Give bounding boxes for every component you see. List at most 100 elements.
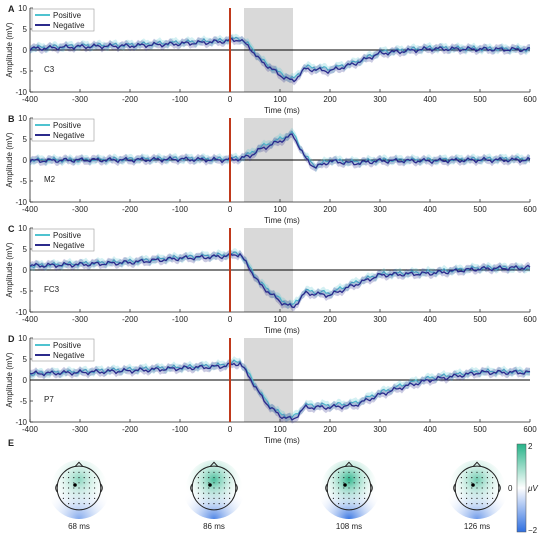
colorbar-min: −2 [528,526,538,535]
electrode [68,482,70,484]
x-tick-label: 500 [473,205,487,214]
electrode [471,471,473,473]
electrode [94,482,96,484]
electrode [466,482,468,484]
electrode [358,492,360,494]
panel-b: -10 -5 0 5 10 -400 -300 -200 -100 0 100 200 300 400 50… [5,114,537,225]
electrode [223,497,225,499]
panel-d: -10 -5 0 5 10 -400 -300 -200 -100 0 100 200 300 400 50… [5,334,537,445]
panel-letter: B [8,114,15,124]
nose [472,461,482,468]
topomap-time-label: 126 ms [464,522,490,531]
y-axis-label: Amplitude (mV) [5,132,14,187]
electrode [481,497,483,499]
electrode [492,477,494,479]
electrode [471,492,473,494]
electrode [338,471,340,473]
electrode [203,492,205,494]
x-tick-label: -300 [72,95,89,104]
electrode [213,497,215,499]
electrode [229,497,231,499]
electrode [73,477,75,479]
x-tick-label: 500 [473,95,487,104]
electrode [348,477,350,479]
electrode [218,497,220,499]
y-axis-label: Amplitude (mV) [5,242,14,297]
x-tick-label: 300 [373,95,387,104]
x-tick-label: 400 [423,425,437,434]
electrode [486,503,488,505]
legend-label: Positive [53,11,82,20]
x-tick-label: -100 [172,425,189,434]
left-ear [190,483,193,493]
series-line-negative [29,133,531,169]
left-ear [453,483,456,493]
y-tick-label: -5 [20,287,28,296]
electrode [203,477,205,479]
electrode [471,503,473,505]
electrode [466,471,468,473]
topomap [318,457,380,519]
electrode [218,477,220,479]
electrode [358,503,360,505]
y-tick-label: 10 [18,224,27,233]
colorbar-mid: 0 [508,484,513,493]
electrode [83,471,85,473]
electrode [218,482,220,484]
electrode [88,497,90,499]
series-band-positive [30,356,530,422]
legend-label: Negative [53,21,85,30]
electrode [83,492,85,494]
y-tick-label: -10 [15,88,27,97]
electrode [466,487,468,489]
electrode [460,487,462,489]
electrode [348,492,350,494]
electrode [73,497,75,499]
y-tick-label: -10 [15,308,27,317]
x-tick-label: -200 [122,205,139,214]
head-outline [454,465,500,511]
x-tick-label: -100 [172,95,189,104]
x-tick-label: -300 [72,315,89,324]
y-axis-label: Amplitude (mV) [5,352,14,407]
x-axis-label: Time (ms) [264,106,300,115]
electrode [213,477,215,479]
electrode [68,503,70,505]
panel-e: E 68 ms 86 ms 108 ms 126 ms 2 0 μV −2 [8,438,538,535]
electrode [353,471,355,473]
electrode [460,492,462,494]
series-line-positive [29,251,531,306]
electrode [358,477,360,479]
electrode [471,497,473,499]
x-tick-label: 500 [473,315,487,324]
electrode [338,503,340,505]
electrode [208,497,210,499]
series-band-negative [30,249,530,312]
electrode [492,487,494,489]
electrode [203,487,205,489]
highlighted-electrode [73,483,77,487]
colorbar-max: 2 [528,442,533,451]
electrode [223,492,225,494]
electrode [68,471,70,473]
electrode [213,487,215,489]
electrode [338,487,340,489]
electrode [62,487,64,489]
electrode [466,503,468,505]
electrode [88,477,90,479]
electrode [332,482,334,484]
electrode [358,497,360,499]
electrode [353,503,355,505]
electrode [481,492,483,494]
y-tick-label: -10 [15,198,27,207]
electrode [68,477,70,479]
x-tick-label: -400 [22,95,39,104]
x-tick-label: 100 [273,425,287,434]
panel-letter: D [8,334,15,344]
electrode [338,482,340,484]
electrode [78,487,80,489]
channel-label: P7 [44,395,54,404]
nose [344,461,354,468]
